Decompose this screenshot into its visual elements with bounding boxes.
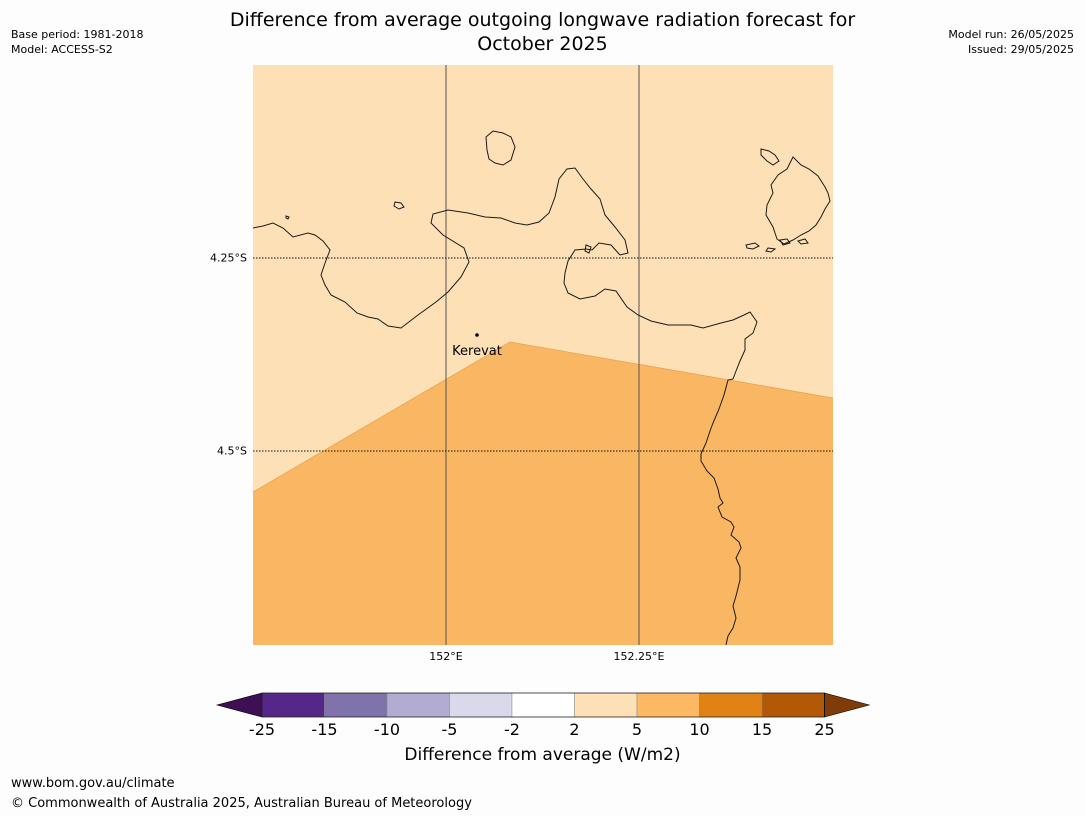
colorbar	[215, 692, 870, 718]
lon-label-152-25: 152.25°E	[613, 650, 665, 663]
colorbar-tick-label: -10	[373, 720, 401, 739]
metadata-right: Model run: 26/05/2025 Issued: 29/05/2025	[948, 27, 1074, 57]
colorbar-segment	[574, 692, 638, 718]
colorbar-tick-label: -15	[311, 720, 338, 739]
kerevat-marker[interactable]	[475, 333, 479, 337]
colorbar-tick-label: 5	[631, 720, 643, 739]
map-area[interactable]: Kerevat	[253, 65, 833, 645]
colorbar-tick-label: 2	[569, 720, 580, 739]
contour-boundary	[253, 341, 833, 493]
model-run-text: Model run: 26/05/2025	[948, 28, 1074, 41]
issued-text: Issued: 29/05/2025	[967, 43, 1074, 56]
colorbar-outline	[261, 692, 825, 718]
lon-label-152: 152°E	[429, 650, 463, 663]
colorbar-segment	[324, 692, 388, 718]
colorbar-tick-label: -2	[504, 720, 520, 739]
colorbar-segment	[449, 692, 513, 718]
lat-label-4-25: 4.25°S	[210, 251, 247, 265]
mid-anomaly-region	[253, 342, 833, 645]
footer-url[interactable]: www.bom.gov.au/climate	[11, 776, 175, 791]
colorbar-tick-label: 15	[751, 720, 773, 739]
colorbar-segment	[261, 692, 325, 718]
base-period-text: Base period: 1981-2018	[11, 28, 144, 41]
colorbar-tick-label: 10	[689, 720, 710, 739]
title-line-1: Difference from average outgoing longwav…	[229, 9, 856, 31]
place-label-kerevat: Kerevat	[452, 344, 502, 359]
colorbar-segment	[511, 692, 575, 718]
title-line-2: October 2025	[477, 33, 608, 55]
colorbar-label: Difference from average (W/m2)	[404, 745, 681, 765]
colorbar-tick-label: 25	[814, 720, 835, 739]
map-title: Difference from average outgoing longwav…	[190, 8, 895, 56]
map-svg: Kerevat	[253, 65, 833, 645]
footer-copyright: © Commonwealth of Australia 2025, Austra…	[11, 796, 472, 811]
colorbar-segment	[699, 692, 763, 718]
colorbar-segment	[386, 692, 450, 718]
coastline	[253, 130, 831, 645]
colorbar-extend-low	[215, 692, 263, 718]
colorbar-segment	[761, 692, 825, 718]
model-text: Model: ACCESS-S2	[11, 43, 113, 56]
colorbar-extend-high	[824, 692, 870, 718]
colorbar-tick-label: -5	[441, 720, 458, 739]
lat-label-4-5: 4.5°S	[217, 444, 247, 458]
metadata-left: Base period: 1981-2018 Model: ACCESS-S2	[11, 27, 143, 57]
colorbar-tick-label: -25	[248, 720, 276, 739]
colorbar-segment	[636, 692, 700, 718]
